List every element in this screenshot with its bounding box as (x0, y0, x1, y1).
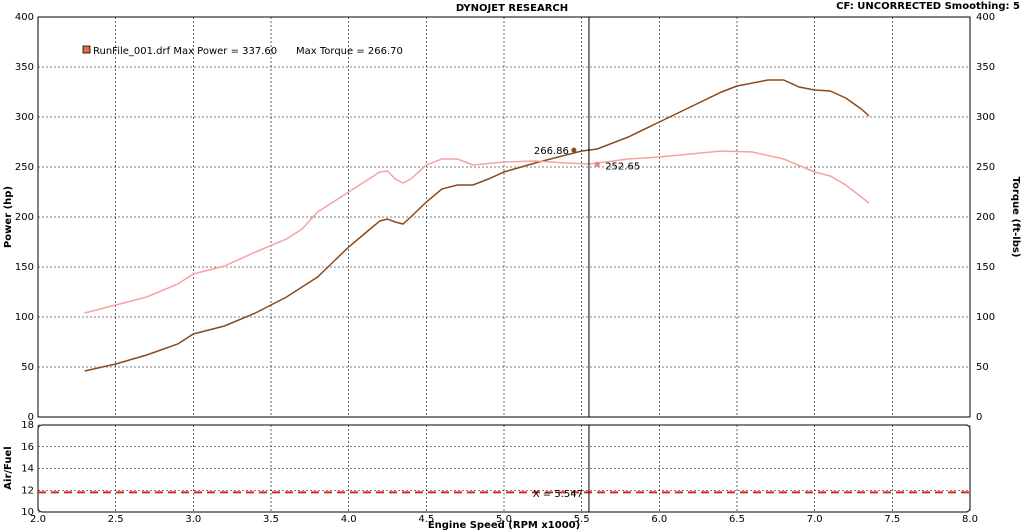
x-tick-label: 5.0 (496, 514, 512, 525)
y-tick-label: 16 (21, 442, 34, 453)
x-tick-label: 2.5 (108, 514, 124, 525)
x-tick-label: 6.5 (729, 514, 745, 525)
y2-tick-label: 250 (976, 162, 995, 173)
cursor-point (594, 161, 600, 167)
x-tick-label: 2.0 (30, 514, 46, 525)
legend-label: RunFile_001.drf Max Power = 337.60 (93, 46, 277, 57)
y-tick-label: 12 (21, 485, 34, 496)
y2-tick-label: 50 (976, 362, 989, 373)
y-tick-label: 100 (15, 312, 34, 323)
y2-tick-label: 300 (976, 112, 995, 123)
cursor-point (571, 147, 577, 153)
y2-tick-label: 350 (976, 62, 995, 73)
legend-label: Max Torque = 266.70 (296, 46, 403, 57)
chart-title: DYNOJET RESEARCH (456, 3, 568, 14)
cursor-value: 266.86 (534, 146, 569, 157)
x-tick-label: 4.0 (341, 514, 357, 525)
y2-tick-label: 150 (976, 262, 995, 273)
x-tick-label: 3.0 (185, 514, 201, 525)
x-tick-label: 6.0 (651, 514, 667, 525)
y-tick-label: 14 (21, 464, 34, 475)
y-tick-label: 10 (21, 507, 34, 518)
y-tick-label: 18 (21, 420, 34, 431)
x-axis-label: Engine Speed (RPM x1000) (428, 520, 580, 531)
x-tick-label: 7.5 (884, 514, 900, 525)
y-tick-label: 400 (15, 12, 34, 23)
x-tick-label: 3.5 (263, 514, 279, 525)
cursor-label: X = 5.547 (533, 489, 583, 500)
subtitle: CF: UNCORRECTED Smoothing: 5 (836, 1, 1020, 12)
series-line (84, 150, 870, 314)
afr-axis-label: Air/Fuel (3, 446, 14, 489)
y2-tick-label: 400 (976, 12, 995, 23)
cursor-value: 252.65 (605, 161, 640, 172)
y-tick-label: 50 (21, 362, 34, 373)
y-tick-label: 200 (15, 212, 34, 223)
x-tick-label: 7.0 (807, 514, 823, 525)
y-tick-label: 250 (15, 162, 34, 173)
y-tick-label: 300 (15, 112, 34, 123)
legend-swatch (82, 45, 91, 54)
x-tick-label: 4.5 (418, 514, 434, 525)
y2-tick-label: 100 (976, 312, 995, 323)
x-tick-label: 8.0 (962, 514, 978, 525)
y2-axis-label: Torque (ft-lbs) (1010, 177, 1021, 258)
y-axis-label: Power (hp) (3, 186, 14, 248)
y-tick-label: 150 (15, 262, 34, 273)
y2-tick-label: 200 (976, 212, 995, 223)
series-line (84, 79, 870, 372)
x-tick-label: 5.5 (574, 514, 590, 525)
y2-tick-label: 0 (976, 412, 982, 423)
y-tick-label: 0 (28, 412, 34, 423)
y-tick-label: 350 (15, 62, 34, 73)
